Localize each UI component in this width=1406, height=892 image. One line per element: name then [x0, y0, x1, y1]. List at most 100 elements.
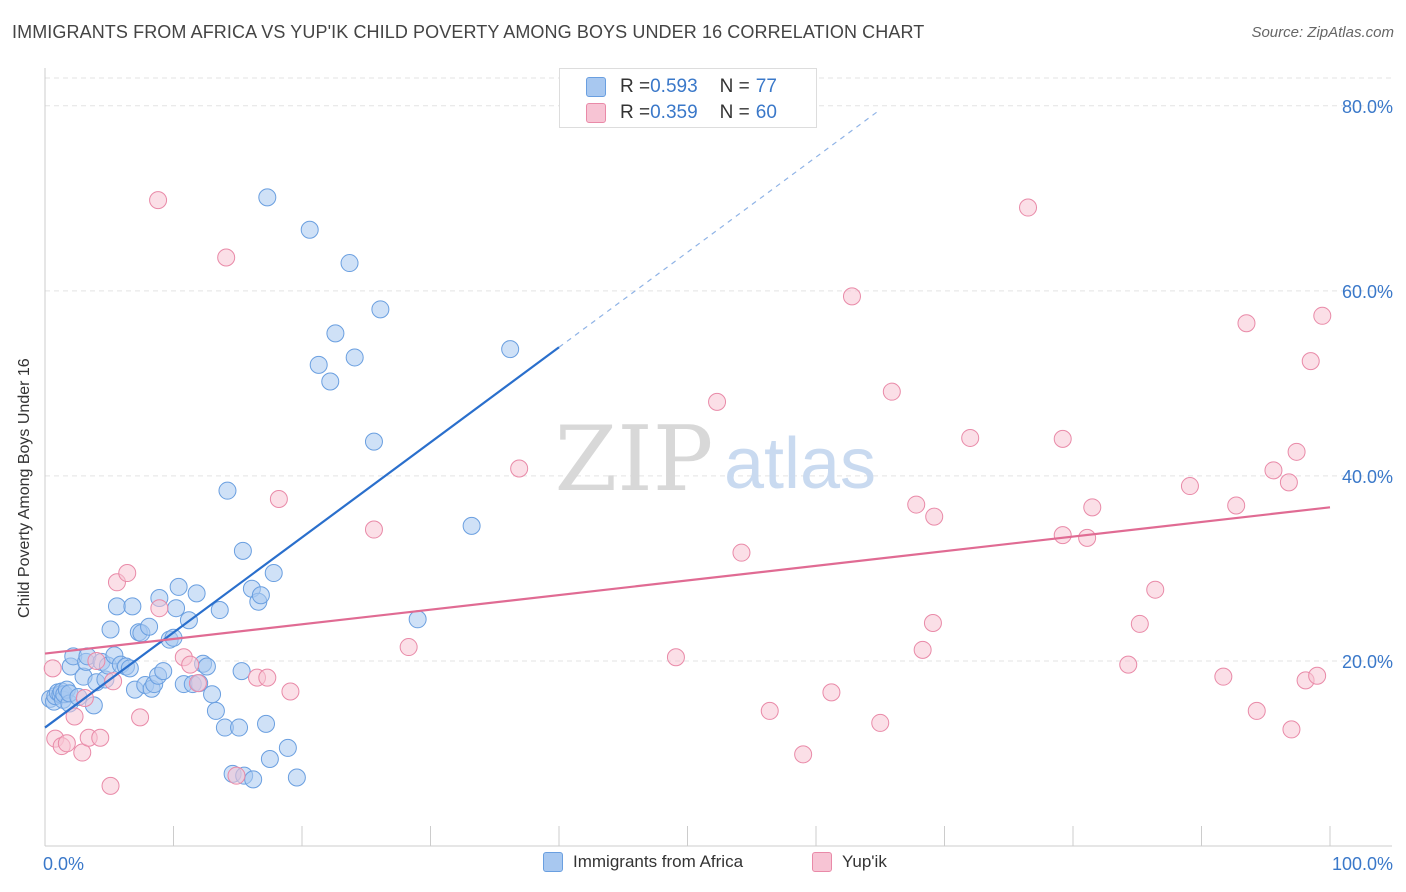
point-yupik — [1264, 461, 1283, 480]
legend-swatch-yupik — [586, 103, 606, 123]
point-africa — [278, 738, 297, 757]
point-yupik — [794, 745, 813, 764]
point-yupik — [882, 382, 901, 401]
point-africa — [140, 617, 159, 636]
point-yupik — [1146, 580, 1165, 599]
point-africa — [371, 300, 390, 319]
point-yupik — [91, 728, 110, 747]
point-yupik — [43, 659, 62, 678]
point-africa — [123, 597, 142, 616]
point-africa — [244, 770, 263, 789]
point-africa — [462, 516, 481, 535]
r-label: R = — [620, 102, 651, 123]
point-yupik — [57, 734, 76, 753]
point-africa — [187, 584, 206, 603]
point-africa — [101, 620, 120, 639]
point-yupik — [73, 743, 92, 762]
point-yupik — [1282, 720, 1301, 739]
point-yupik — [118, 564, 137, 583]
r-label: R = — [620, 76, 651, 97]
point-yupik — [1227, 496, 1246, 515]
y-tick-label: 20.0% — [1342, 652, 1393, 672]
r-value: 0.593 — [650, 76, 698, 97]
point-yupik — [1078, 528, 1097, 547]
point-yupik — [1308, 666, 1327, 685]
point-africa — [251, 586, 270, 605]
r-value: 0.359 — [650, 102, 698, 123]
y-tick-label: 80.0% — [1342, 97, 1393, 117]
trend-yupik — [44, 506, 1331, 655]
legend-item-africa[interactable]: Immigrants from Africa — [543, 852, 743, 872]
axes — [44, 68, 1392, 847]
y-axis-label-wrap: Child Poverty Among Boys Under 16 — [10, 268, 46, 868]
point-yupik — [1279, 473, 1298, 492]
trend-africa — [44, 346, 560, 729]
point-yupik — [150, 599, 169, 618]
point-africa — [232, 662, 251, 681]
point-yupik — [258, 668, 277, 687]
point-yupik — [188, 674, 207, 693]
legend-swatch-yupik — [812, 852, 832, 872]
point-yupik — [1247, 701, 1266, 720]
point-africa — [197, 657, 216, 676]
point-yupik — [760, 701, 779, 720]
point-africa — [364, 432, 383, 451]
point-africa — [340, 254, 359, 273]
point-africa — [258, 188, 277, 207]
point-africa — [218, 481, 237, 500]
n-value: 60 — [755, 102, 777, 123]
point-africa — [233, 541, 252, 560]
point-yupik — [925, 507, 944, 526]
point-yupik — [923, 614, 942, 633]
legend-swatch-africa — [543, 852, 563, 872]
legend-row-yupik: R = 0.359 N = 60 — [560, 100, 777, 126]
point-yupik — [510, 459, 529, 478]
point-yupik — [104, 672, 123, 691]
series-legend: Immigrants from Africa Yup'ik — [0, 852, 1406, 878]
point-yupik — [1130, 614, 1149, 633]
n-value: 77 — [755, 76, 777, 97]
point-yupik — [87, 651, 106, 670]
point-yupik — [907, 495, 926, 514]
point-yupik — [1119, 655, 1138, 674]
point-yupik — [708, 392, 727, 411]
legend-item-yupik[interactable]: Yup'ik — [812, 852, 887, 872]
point-africa — [309, 355, 328, 374]
point-yupik — [1313, 306, 1332, 325]
point-yupik — [1287, 442, 1306, 461]
point-yupik — [1237, 314, 1256, 333]
point-yupik — [666, 648, 685, 667]
point-yupik — [101, 776, 120, 795]
point-yupik — [149, 191, 168, 210]
point-yupik — [871, 713, 890, 732]
watermark: ZIP atlas — [555, 407, 876, 512]
point-yupik — [842, 287, 861, 306]
grid-lines — [45, 77, 1392, 662]
point-yupik — [65, 707, 84, 726]
point-africa — [154, 662, 173, 681]
point-yupik — [961, 428, 980, 447]
point-yupik — [822, 683, 841, 702]
legend-label-africa: Immigrants from Africa — [573, 852, 744, 871]
point-africa — [203, 685, 222, 704]
point-africa — [408, 610, 427, 629]
y-axis-label: Child Poverty Among Boys Under 16 — [16, 358, 33, 618]
point-yupik — [269, 490, 288, 509]
point-yupik — [131, 708, 150, 727]
point-yupik — [281, 682, 300, 701]
point-africa — [326, 324, 345, 343]
source-label: Source: ZipAtlas.com — [1251, 24, 1394, 41]
point-yupik — [1180, 477, 1199, 496]
x-tick-label: 0.0% — [43, 854, 84, 874]
point-yupik — [399, 638, 418, 657]
watermark-zip: ZIP — [555, 407, 714, 512]
point-africa — [230, 718, 249, 737]
point-yupik — [217, 248, 236, 267]
point-africa — [210, 601, 229, 620]
legend-row-africa: R = 0.593 N = 77 — [560, 74, 777, 100]
point-yupik — [1053, 429, 1072, 448]
point-yupik — [1301, 352, 1320, 371]
point-africa — [501, 340, 520, 359]
tick-labels: 20.0% 40.0% 60.0% 80.0% 0.0% 100.0% — [43, 97, 1393, 874]
trend-lines — [44, 109, 1331, 729]
